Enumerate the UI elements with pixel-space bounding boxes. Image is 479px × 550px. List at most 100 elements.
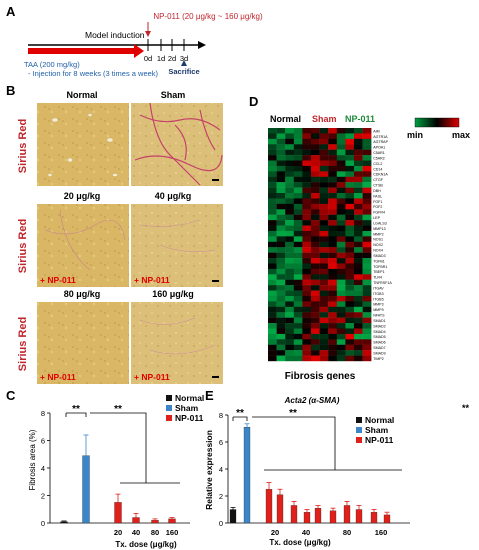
panel-b-image-sham: [131, 103, 223, 186]
heatmap-cell: [268, 263, 277, 270]
panel-b-overlay-40: + NP-011: [134, 275, 170, 285]
heatmap-cell: [345, 128, 355, 134]
heatmap-cell: [302, 203, 312, 210]
heatmap-cell: [276, 171, 286, 177]
panel-d-gene-label: NOS1: [373, 238, 383, 242]
heatmap-cell: [345, 133, 355, 140]
panel-e-legend-np011-swatch: [356, 437, 362, 443]
heatmap-cell: [336, 355, 346, 362]
panel-d-gene-label: ITGAV: [373, 286, 384, 290]
heatmap-cell: [328, 214, 337, 221]
heatmap-cell: [311, 263, 320, 270]
heatmap-cell: [268, 268, 277, 275]
panel-c-bracket-2: [90, 412, 180, 484]
heatmap-cell: [311, 171, 320, 177]
heatmap-cell: [319, 176, 329, 183]
heatmap-cell: [319, 171, 329, 177]
heatmap-cell: [336, 138, 346, 145]
panel-c-bars: [60, 434, 176, 524]
heatmap-cell: [311, 209, 320, 215]
heatmap-cell: [345, 285, 355, 291]
heatmap-cell: [328, 247, 337, 253]
heatmap-cell: [345, 187, 355, 194]
heatmap-cell: [362, 344, 372, 351]
heatmap-cell: [328, 355, 337, 362]
heatmap-cell: [345, 165, 355, 172]
heatmap-cell: [354, 290, 363, 297]
heatmap-cell: [293, 355, 303, 362]
heatmap-cell: [302, 160, 312, 167]
heatmap-cell: [336, 198, 346, 205]
heatmap-cell: [311, 344, 320, 351]
heatmap-cell: [328, 241, 337, 248]
heatmap-cell: [276, 149, 286, 156]
panel-e-bars: [229, 423, 391, 524]
heatmap-cell: [336, 230, 346, 237]
heatmap-cell: [293, 160, 303, 167]
heatmap-cell: [336, 225, 346, 232]
panel-d-gene-label: MMP13: [373, 227, 385, 231]
heatmap-cell: [362, 301, 372, 308]
panel-b-sham-fibrosis: [134, 102, 223, 186]
heatmap-cell: [328, 187, 337, 194]
panel-a-axis-arrowhead: [198, 41, 206, 49]
panel-d-gene-label: DBH: [373, 189, 381, 193]
heatmap-cell: [276, 258, 286, 264]
heatmap-cell: [311, 301, 320, 308]
heatmap-cell: [311, 317, 320, 324]
heatmap-cell: [328, 258, 337, 264]
panel-b-image-20: [37, 204, 129, 287]
panel-d-gene-label: SMAD6: [373, 341, 385, 345]
heatmap-cell: [354, 268, 363, 275]
heatmap-cell: [285, 133, 294, 140]
panel-e-sig-1: **: [236, 408, 244, 419]
heatmap-cell: [268, 182, 277, 188]
heatmap-cell: [336, 339, 346, 345]
panel-d-gene-label: SMAD3: [373, 254, 385, 258]
heatmap-cell: [362, 155, 372, 161]
heatmap-cell: [293, 214, 303, 221]
heatmap-cell: [276, 279, 286, 286]
heatmap-cell: [276, 182, 286, 188]
heatmap-cell: [354, 220, 363, 226]
heatmap-cell: [319, 214, 329, 221]
heatmap-cell: [345, 241, 355, 248]
heatmap-cell: [302, 306, 312, 313]
c-bar-5: [168, 518, 176, 524]
heatmap-cell: [336, 268, 346, 275]
heatmap-cell: [276, 328, 286, 335]
heatmap-cell: [268, 225, 277, 232]
heatmap-cell: [362, 274, 372, 280]
heatmap-cell: [362, 193, 372, 199]
heatmap-cell: [293, 230, 303, 237]
heatmap-cell: [345, 182, 355, 188]
heatmap-cell: [311, 193, 320, 199]
heatmap-cell: [285, 198, 294, 205]
panel-d-scale-max: max: [452, 130, 470, 140]
heatmap-cell: [302, 279, 312, 286]
heatmap-cell: [268, 203, 277, 210]
heatmap-cell: [319, 149, 329, 156]
heatmap-cell: [362, 187, 372, 194]
heatmap-cell: [354, 230, 363, 237]
heatmap-cell: [293, 138, 303, 145]
heatmap-cell: [276, 333, 286, 340]
heatmap-cell: [336, 258, 346, 264]
heatmap-cell: [345, 214, 355, 221]
heatmap-cell: [362, 209, 372, 215]
heatmap-cell: [362, 328, 372, 335]
heatmap-cell: [336, 160, 346, 167]
panel-a-taa-bar: [28, 48, 134, 54]
heatmap-cell: [285, 225, 294, 232]
heatmap-cell: [302, 214, 312, 221]
panel-b-title-80: 80 μg/kg: [64, 289, 101, 299]
panel-d-scale-min: min: [407, 130, 423, 140]
panel-e-xlabel: Tx. dose (μg/kg): [269, 538, 331, 547]
heatmap-cell: [362, 225, 372, 232]
heatmap-cell: [362, 333, 372, 340]
heatmap-cell: [276, 176, 286, 183]
panel-d-gene-label: TBEP1: [373, 270, 384, 274]
heatmap-cell: [336, 317, 346, 324]
heatmap-cell: [268, 171, 277, 177]
c-xtick-label-2: 80: [151, 528, 159, 537]
